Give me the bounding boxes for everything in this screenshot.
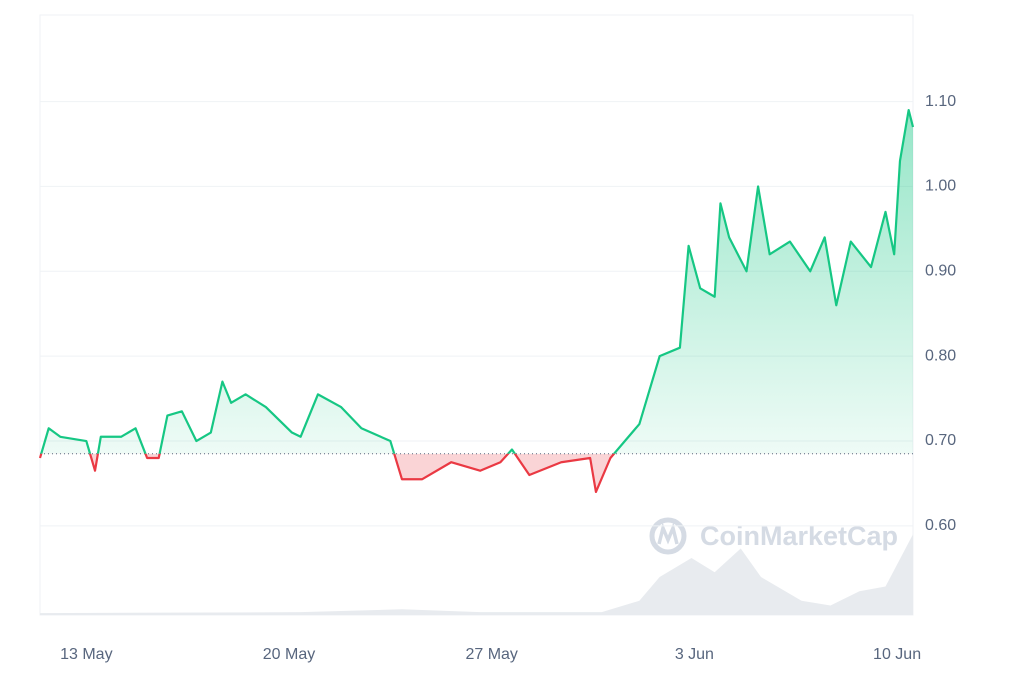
watermark: CoinMarketCap bbox=[649, 517, 898, 555]
x-tick-label: 3 Jun bbox=[675, 646, 714, 663]
area-up bbox=[40, 110, 913, 454]
y-tick-label: 0.80 bbox=[925, 347, 956, 364]
price-line-up bbox=[40, 108, 915, 454]
x-tick-label: 27 May bbox=[465, 646, 517, 663]
x-tick-label: 10 Jun bbox=[873, 646, 921, 663]
y-tick-label: 1.10 bbox=[925, 93, 956, 110]
y-tick-label: 1.00 bbox=[925, 178, 956, 195]
x-tick-label: 13 May bbox=[60, 646, 112, 663]
y-tick-label: 0.70 bbox=[925, 432, 956, 449]
price-line-down bbox=[38, 453, 616, 494]
area-down bbox=[40, 453, 615, 492]
y-tick-label: 0.90 bbox=[925, 263, 956, 280]
volume-area bbox=[40, 534, 913, 615]
y-tick-label: 0.60 bbox=[925, 517, 956, 534]
x-tick-label: 20 May bbox=[263, 646, 315, 663]
